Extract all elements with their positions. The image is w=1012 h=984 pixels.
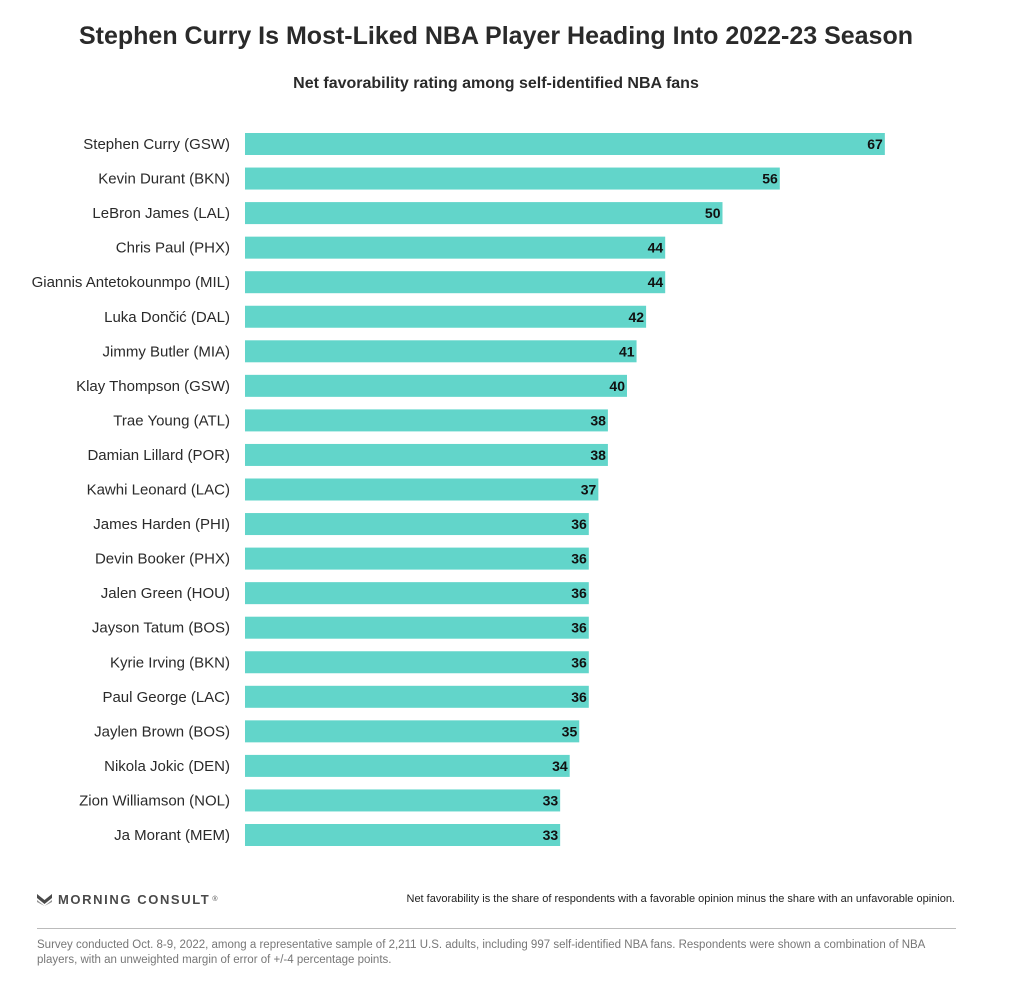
bar [245,236,666,259]
data-label: 34 [552,758,568,774]
chart-title: Stephen Curry Is Most-Liked NBA Player H… [78,22,914,50]
category-label: Chris Paul (PHX) [116,240,230,257]
bar [245,478,599,501]
category-label: Trae Young (ATL) [113,412,230,429]
data-label: 56 [762,171,778,187]
bar [245,340,637,363]
bar [245,616,589,639]
bar [245,824,561,846]
data-label: 36 [571,516,587,532]
data-label: 40 [609,378,625,394]
category-label: Jaylen Brown (BOS) [94,723,230,740]
category-label: Jalen Green (HOU) [101,585,230,602]
data-label: 44 [648,240,664,256]
data-label: 38 [590,412,606,428]
bar [245,789,561,812]
definition-note: Net favorability is the share of respond… [406,893,956,905]
bar [245,167,780,190]
bar [245,582,589,605]
bar [245,720,580,743]
bar-chart: Stephen Curry (GSW) 67 Kevin Durant (BKN) 5… [32,133,885,846]
category-label: Kevin Durant (BKN) [98,171,230,188]
data-label: 44 [648,274,664,290]
methodology-footnote: Survey conducted Oct. 8-9, 2022, among a… [37,939,925,966]
bar [245,202,723,225]
bar [245,547,589,570]
category-label: Klay Thompson (GSW) [76,378,230,395]
bar [245,443,608,466]
category-label: Stephen Curry (GSW) [83,136,230,153]
footer-divider [37,928,956,929]
morning-consult-logo: MORNING CONSULT ® [37,892,217,907]
category-label: Luka Dončić (DAL) [104,309,230,326]
category-label: Jayson Tatum (BOS) [92,620,230,637]
category-label: Kyrie Irving (BKN) [110,654,230,671]
category-label: Ja Morant (MEM) [114,827,230,844]
data-label: 35 [562,723,578,739]
data-label: 36 [571,689,587,705]
category-label: Damian Lillard (POR) [87,447,230,464]
bar [245,513,589,536]
data-label: 41 [619,343,635,359]
data-label: 36 [571,585,587,601]
bar [245,651,589,674]
bar [245,409,608,432]
data-label: 50 [705,205,721,221]
category-label: Giannis Antetokounmpo (MIL) [32,274,230,291]
category-label: Jimmy Butler (MIA) [103,343,231,360]
data-label: 33 [543,792,559,808]
data-label: 36 [571,620,587,636]
data-label: 38 [590,447,606,463]
category-label: Zion Williamson (NOL) [79,792,230,809]
logo-text: MORNING CONSULT [58,892,211,907]
data-label: 67 [867,136,883,152]
bar [245,374,627,397]
category-label: James Harden (PHI) [93,516,230,533]
category-label: Paul George (LAC) [102,689,230,706]
data-label: 36 [571,551,587,567]
category-label: Devin Booker (PHX) [95,551,230,568]
data-label: 42 [629,309,645,325]
bar [245,133,885,155]
data-label: 36 [571,654,587,670]
morning-consult-m-icon [37,893,52,906]
category-label: LeBron James (LAL) [92,205,230,222]
category-label: Nikola Jokic (DEN) [104,758,230,775]
bar [245,685,589,708]
chart-subtitle: Net favorability rating among self-ident… [293,75,699,92]
logo-registered-mark: ® [212,896,218,903]
bar [245,305,647,328]
data-label: 33 [543,827,559,843]
bar [245,271,666,294]
category-label: Kawhi Leonard (LAC) [87,482,230,499]
bar [245,754,570,777]
data-label: 37 [581,482,597,498]
